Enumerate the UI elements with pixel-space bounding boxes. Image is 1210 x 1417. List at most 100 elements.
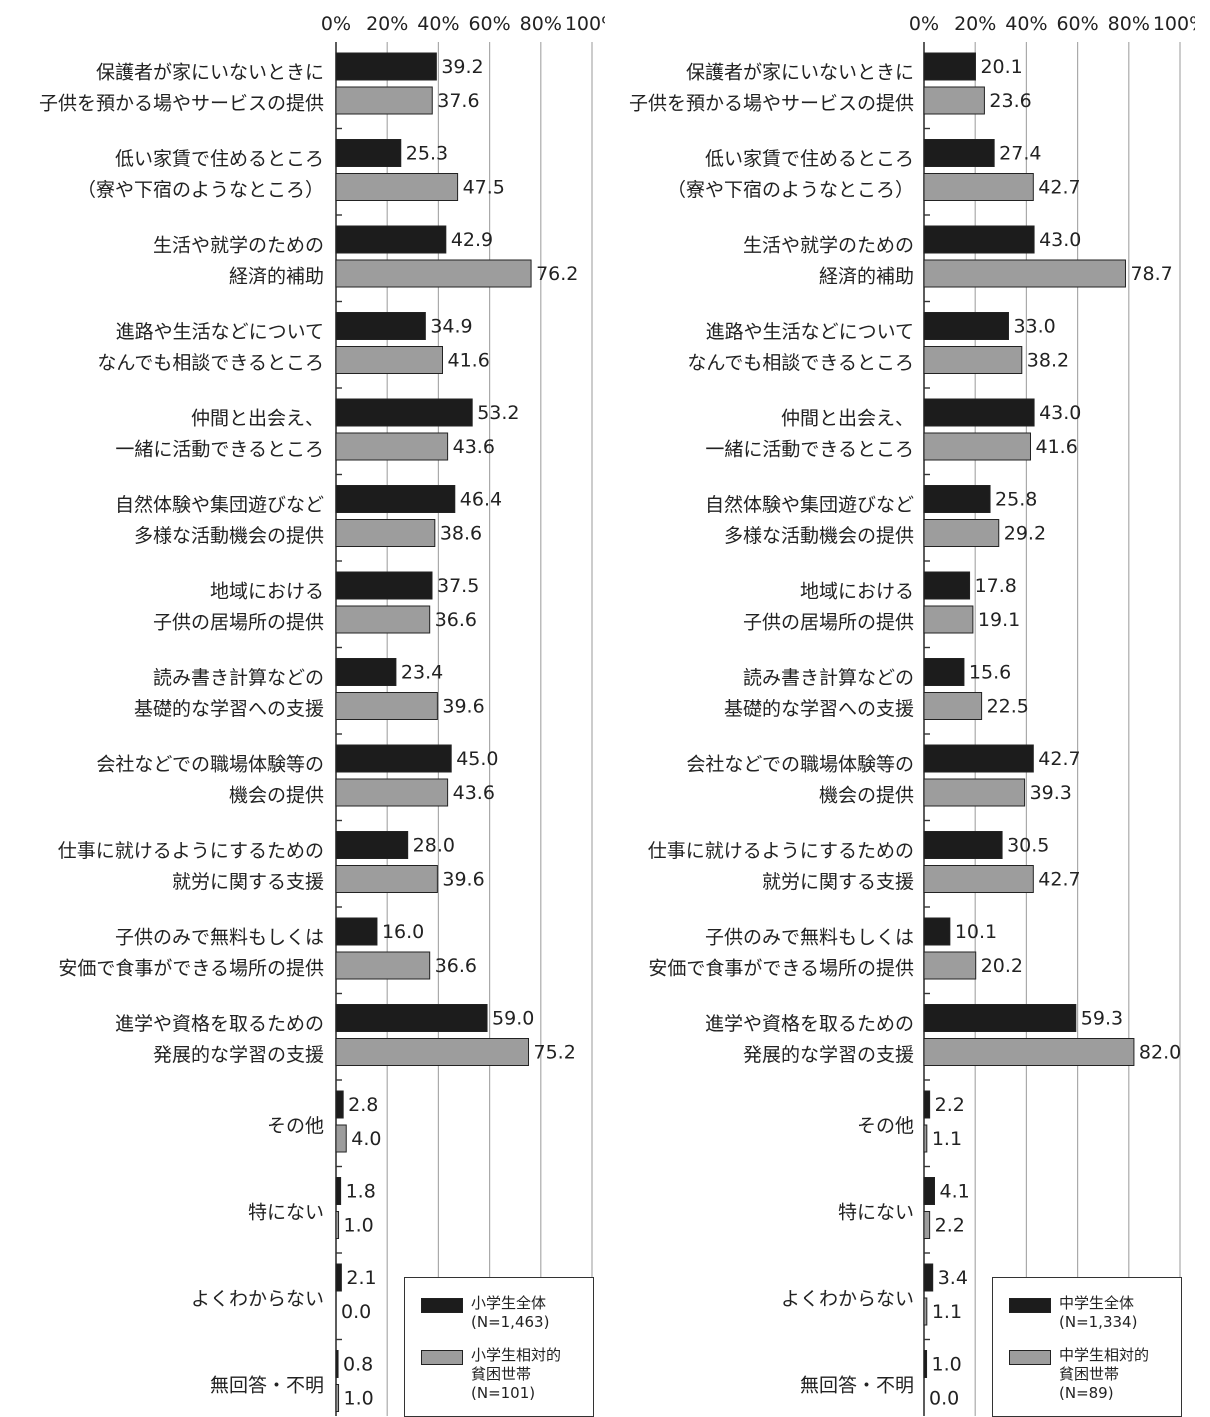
value-label: 1.0 <box>344 1388 374 1410</box>
bar-poverty <box>923 519 1000 547</box>
value-label: 42.7 <box>1038 177 1080 199</box>
legend-item-poverty: 中学生相対的 貧困世帯 (N=89) <box>1009 1346 1149 1403</box>
bar-overall <box>923 1350 928 1378</box>
value-label: 30.5 <box>1007 835 1049 857</box>
legend-label: 中学生全体 (N=1,334) <box>1059 1294 1138 1331</box>
value-label: 33.0 <box>1013 316 1055 338</box>
bar-poverty <box>923 86 985 115</box>
value-label: 76.2 <box>536 263 578 285</box>
value-label: 82.0 <box>1139 1042 1181 1064</box>
bar-poverty <box>923 605 974 634</box>
category-label: 生活や就学のための経済的補助 <box>743 235 914 288</box>
category-label: 特にない <box>248 1202 324 1224</box>
elementary-chart: 0% 20% 40% 60% 80%100% 保護者が家にいないときに子供を預かる場やサー… <box>0 0 605 1417</box>
junior-high-chart: 0% 20% 40% 60% 80%100% 保護者が家にいないときに子供を預かる場やサー… <box>590 0 1195 1417</box>
bar-poverty <box>923 432 1031 461</box>
bar-overall <box>335 398 473 427</box>
value-label: 1.1 <box>932 1128 962 1150</box>
bar-poverty <box>335 951 431 980</box>
value-label: 10.1 <box>955 921 997 943</box>
bar-poverty <box>335 692 438 720</box>
bar-overall <box>923 1090 931 1119</box>
bar-overall <box>923 398 1035 427</box>
x-tick-label: 80% <box>520 13 562 35</box>
bar-overall <box>335 571 433 600</box>
value-label: 2.8 <box>348 1094 378 1116</box>
value-label: 22.5 <box>987 696 1029 718</box>
bar-poverty <box>335 259 532 288</box>
bar-poverty <box>335 432 449 461</box>
bar-chart-svg: 0% 20% 40% 60% 80%100% 保護者が家にいないときに子供を預かる場やサー… <box>629 13 1195 1416</box>
value-label: 41.6 <box>447 350 489 372</box>
category-label: 仲間と出会え、一緒に活動できるところ <box>705 408 914 461</box>
bar-overall <box>923 1177 935 1205</box>
x-tick-label: 20% <box>366 13 408 35</box>
value-label: 28.0 <box>413 835 455 857</box>
value-label: 59.3 <box>1081 1008 1123 1030</box>
category-label: 自然体験や集団遊びなど多様な活動機会の提供 <box>705 494 914 547</box>
value-label: 15.6 <box>969 662 1011 684</box>
category-label: 仕事に就けるようにするための就労に関する支援 <box>648 840 914 893</box>
bar-overall <box>923 52 976 81</box>
x-tick-label: 60% <box>468 13 510 35</box>
value-label: 39.2 <box>441 56 483 78</box>
bar-poverty <box>923 778 1026 807</box>
category-label: 低い家賃で住めるところ（寮や下宿のようなところ） <box>77 148 324 201</box>
value-label: 43.0 <box>1039 229 1081 251</box>
value-label: 2.2 <box>935 1094 965 1116</box>
bar-poverty <box>923 951 977 980</box>
bar-overall <box>335 225 447 254</box>
x-tick-label: 100% <box>565 13 605 35</box>
bar-poverty <box>923 1038 1135 1066</box>
bar-overall <box>923 831 1003 859</box>
category-label: 進学や資格を取るための発展的な学習の支援 <box>115 1013 324 1066</box>
value-label: 42.7 <box>1038 869 1080 891</box>
category-label: 進路や生活などについてなんでも相談できるところ <box>687 321 914 374</box>
legend-item-poverty: 小学生相対的 貧困世帯 (N=101) <box>421 1346 561 1403</box>
category-label: 低い家賃で住めるところ（寮や下宿のようなところ） <box>667 148 914 201</box>
bar-poverty <box>923 1211 931 1239</box>
value-label: 38.2 <box>1027 350 1069 372</box>
category-label: 進路や生活などについてなんでも相談できるところ <box>97 321 324 374</box>
value-label: 0.8 <box>343 1354 373 1376</box>
legend: 中学生全体 (N=1,334) 中学生相対的 貧困世帯 (N=89) <box>992 1277 1182 1417</box>
value-label: 2.1 <box>346 1267 376 1289</box>
bar-overall <box>923 485 991 513</box>
value-label: 3.4 <box>938 1267 968 1289</box>
category-label: 仕事に就けるようにするための就労に関する支援 <box>58 840 324 893</box>
x-tick-label: 40% <box>1005 13 1047 35</box>
value-label: 43.0 <box>1039 402 1081 424</box>
bar-poverty <box>923 1124 928 1153</box>
category-label: 生活や就学のための経済的補助 <box>153 235 324 288</box>
value-label: 1.0 <box>932 1354 962 1376</box>
bar-overall <box>335 1263 342 1292</box>
bar-poverty <box>335 778 449 807</box>
category-label: 仲間と出会え、一緒に活動できるところ <box>115 408 324 461</box>
x-tick-label: 80% <box>1108 13 1150 35</box>
bar-poverty <box>923 346 1023 374</box>
bar-overall <box>923 744 1034 773</box>
legend-swatch-light <box>1009 1350 1051 1365</box>
bar-poverty <box>923 865 1034 893</box>
value-label: 39.3 <box>1030 782 1072 804</box>
bar-overall <box>923 571 971 600</box>
bar-overall <box>923 658 965 686</box>
bar-chart-svg: 0% 20% 40% 60% 80%100% 保護者が家にいないときに子供を預かる場やサー… <box>39 13 605 1416</box>
value-label: 0.0 <box>929 1388 959 1410</box>
value-label: 4.1 <box>939 1181 969 1203</box>
bar-poverty <box>923 1297 928 1326</box>
category-label: よくわからない <box>781 1288 914 1310</box>
bar-poverty <box>335 865 438 893</box>
value-label: 34.9 <box>430 316 472 338</box>
value-label: 59.0 <box>492 1008 534 1030</box>
value-label: 17.8 <box>975 575 1017 597</box>
value-label: 23.4 <box>401 662 443 684</box>
bar-poverty <box>335 1038 530 1066</box>
value-label: 39.6 <box>442 696 484 718</box>
value-label: 43.6 <box>453 782 495 804</box>
value-label: 20.2 <box>981 955 1023 977</box>
value-label: 42.7 <box>1038 748 1080 770</box>
bar-poverty <box>923 692 983 720</box>
category-label: 保護者が家にいないときに子供を預かる場やサービスの提供 <box>39 62 324 115</box>
category-label: 子供のみで無料もしくは安価で食事ができる場所の提供 <box>648 927 914 980</box>
